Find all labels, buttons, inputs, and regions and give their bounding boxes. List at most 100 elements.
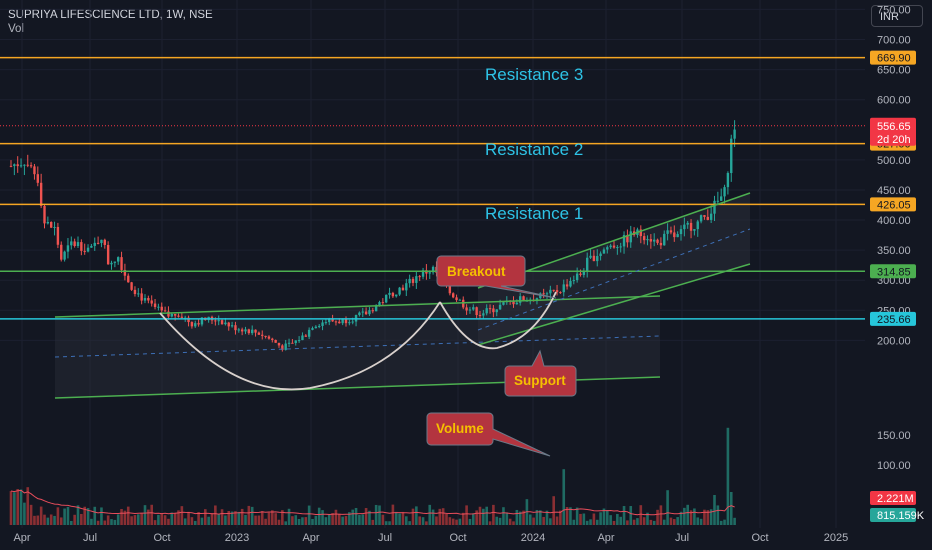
candle-down	[120, 251, 123, 273]
upper-channel-line[interactable]	[54, 295, 661, 318]
time-axis[interactable]: Apr Jul Oct 2023 Apr Jul Oct 2024 Apr Jul Oct 2025	[13, 532, 848, 544]
candle-down	[130, 281, 133, 291]
candle-up	[368, 307, 371, 316]
candle-body	[318, 325, 321, 327]
candle-body	[706, 216, 709, 220]
level-price-tag-bg	[870, 50, 916, 65]
candle-down	[689, 219, 693, 239]
uptrend-lower-line[interactable]	[477, 263, 751, 346]
candle-body	[512, 300, 515, 305]
volume-callout[interactable]: Volume	[426, 412, 551, 457]
volume-bar	[56, 507, 60, 525]
price-axis[interactable]: 750.00 700.00 650.00 600.00 500.00 450.00 400.…	[877, 4, 911, 502]
volume-bar	[63, 508, 66, 525]
volume-indicator-label[interactable]: Vol	[8, 23, 24, 35]
volume-bar	[431, 509, 435, 525]
candle-up	[676, 231, 679, 238]
candle-up	[311, 326, 314, 331]
candle-up	[562, 279, 565, 297]
volume-bar	[398, 513, 401, 525]
candle-body	[475, 307, 478, 316]
volume-bar	[505, 512, 509, 525]
candle-body	[140, 293, 143, 301]
handle-arc[interactable]	[439, 291, 557, 350]
candle-body	[43, 205, 46, 224]
volume-bar	[636, 518, 639, 525]
volume-ma-tag-text: 2.221M	[877, 493, 914, 505]
last-price-countdown: 2d 20h	[877, 134, 911, 146]
candle-body	[153, 303, 157, 307]
candle-up	[398, 286, 401, 297]
candle-body	[435, 266, 438, 273]
candle-body	[609, 245, 612, 248]
volume-bar	[699, 518, 703, 525]
volume-bar	[304, 517, 308, 525]
candle-body	[66, 245, 70, 252]
volume-bar	[76, 505, 80, 525]
candle-body	[93, 242, 96, 246]
volume-bar	[465, 505, 468, 525]
candle-body	[656, 239, 659, 243]
candle-body	[385, 294, 388, 303]
volume-bar	[652, 520, 656, 525]
volume-bar	[260, 511, 264, 525]
candle-body	[220, 320, 224, 325]
candle-body	[39, 182, 43, 206]
candle-down	[452, 292, 455, 299]
volume-bar	[421, 517, 425, 525]
volume-bar	[512, 521, 515, 525]
candle-up	[679, 225, 683, 241]
candle-down	[257, 331, 261, 335]
candle-up	[699, 214, 703, 224]
candle-body	[251, 329, 254, 334]
candle-body	[96, 242, 100, 244]
candle-down	[592, 250, 596, 262]
uptrend-mid-line	[477, 228, 751, 331]
candle-up	[395, 294, 398, 298]
candle-body	[498, 304, 502, 310]
candle-body	[56, 226, 60, 245]
horizontal-levels[interactable]	[0, 56, 865, 320]
candle-up	[415, 271, 418, 289]
candle-up	[297, 336, 301, 343]
candle-up	[321, 319, 324, 331]
candle-down	[140, 288, 143, 305]
candle-body	[485, 308, 488, 314]
cup-arc[interactable]	[159, 301, 441, 391]
time-tick-label: 2023	[225, 532, 249, 544]
candle-up	[23, 164, 26, 176]
volume-bar	[612, 520, 616, 525]
candle-body	[669, 230, 673, 233]
candle-body	[127, 275, 130, 283]
candle-up	[421, 267, 425, 280]
candle-up	[696, 219, 699, 237]
breakout-callout[interactable]: Breakout	[436, 255, 557, 299]
candle-down	[639, 225, 642, 244]
candle-body	[113, 261, 117, 263]
candle-up	[251, 325, 254, 336]
support-callout[interactable]: Support	[504, 349, 577, 397]
candle-body	[50, 221, 53, 228]
candle-body	[472, 307, 475, 310]
candle-up	[53, 221, 56, 236]
volume-bar	[167, 518, 170, 525]
volume-bar	[344, 516, 348, 525]
volume-bar	[656, 509, 659, 525]
volume-bar	[606, 510, 609, 525]
candle-down	[267, 335, 271, 340]
volume-bar	[679, 511, 683, 525]
volume-bar	[649, 519, 653, 525]
volume-bar	[518, 511, 522, 525]
candle-up	[716, 191, 720, 205]
trend-drawings[interactable]	[54, 192, 751, 399]
volume-bar	[488, 521, 492, 525]
volume-bar	[46, 517, 50, 525]
volume-bar	[277, 519, 281, 525]
candle-down	[656, 238, 659, 245]
candle-body	[378, 302, 381, 306]
candle-body	[16, 164, 19, 167]
candle-body	[70, 241, 73, 246]
currency-selector[interactable]: INR	[871, 5, 923, 27]
candle-body	[9, 165, 13, 167]
